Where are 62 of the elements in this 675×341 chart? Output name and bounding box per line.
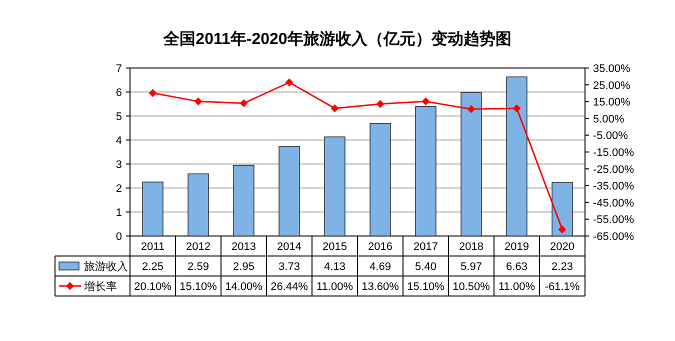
x-tick-label: 2019 [504, 241, 529, 253]
data-label: 11.00% [316, 281, 354, 293]
y2-tick-label: 15.00% [593, 96, 631, 109]
y-tick-label: 3 [116, 159, 122, 171]
x-tick-label: 2011 [140, 241, 165, 253]
legend-label: 增长率 [83, 280, 117, 293]
data-label: 3.73 [278, 261, 300, 273]
x-tick-label: 2016 [368, 241, 392, 253]
y2-tick-label: 5.00% [593, 113, 624, 126]
y2-tick-label: -35.00% [593, 180, 634, 193]
point [422, 97, 430, 106]
data-label: 6.63 [506, 261, 528, 273]
data-label: 5.97 [460, 261, 482, 273]
y-tick-label: 5 [116, 111, 122, 123]
y2-tick-label: -25.00% [593, 164, 634, 176]
data-label: 2.23 [552, 261, 573, 273]
y2-tick-label: 35.00% [593, 63, 631, 75]
data-label: 14.00% [225, 281, 263, 293]
x-tick-label: 2017 [414, 241, 438, 253]
data-label: 2.95 [233, 261, 254, 273]
data-label: 11.00% [498, 281, 536, 293]
data-label: 26.44% [270, 281, 308, 293]
y-tick-label: 1 [116, 207, 122, 219]
data-label: 4.13 [324, 261, 346, 273]
x-tick-label: 2018 [459, 241, 484, 253]
y-tick-label: 7 [116, 63, 122, 75]
data-label: 20.10% [134, 281, 172, 293]
point [240, 99, 248, 108]
y-tick-label: 4 [116, 135, 122, 147]
x-tick-label: 2020 [550, 241, 574, 253]
data-label: 15.10% [180, 281, 218, 293]
y2-tick-label: -5.00% [593, 130, 628, 142]
x-tick-label: 2013 [232, 241, 256, 253]
y2-tick-label: -65.00% [593, 231, 634, 243]
x-tick-label: 2012 [186, 241, 210, 253]
data-label: 15.10% [407, 281, 445, 293]
y2-tick-label: -45.00% [593, 197, 634, 210]
point [330, 104, 339, 112]
point [558, 225, 566, 234]
data-label: 2.25 [142, 261, 164, 273]
legend-label: 旅游收入 [84, 260, 128, 273]
x-tick-label: 2015 [322, 241, 347, 253]
data-label: 5.40 [415, 261, 436, 273]
data-label: 4.69 [370, 261, 391, 273]
x-tick-label: 2014 [277, 241, 302, 253]
point [148, 89, 157, 98]
y2-tick-label: 25.00% [593, 80, 631, 92]
point [194, 97, 202, 106]
y-tick-label: 2 [116, 183, 122, 195]
y-tick-label: 6 [116, 87, 122, 99]
data-label: 10.50% [452, 281, 490, 293]
point [512, 104, 521, 112]
data-label: -61.1% [544, 281, 580, 293]
data-label: 13.60% [362, 281, 400, 293]
chart-title: 全国2011年-2020年旅游收入（亿元）变动趋势图 [162, 30, 512, 48]
y-tick-label: 0 [116, 231, 122, 243]
y2-tick-label: -55.00% [593, 214, 634, 226]
point [285, 78, 294, 86]
point [376, 100, 384, 108]
y2-tick-label: -15.00% [593, 147, 634, 159]
point [467, 105, 476, 114]
data-label: 2.59 [188, 261, 209, 273]
